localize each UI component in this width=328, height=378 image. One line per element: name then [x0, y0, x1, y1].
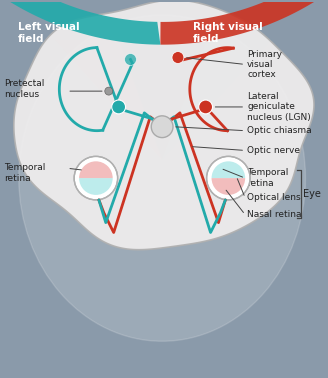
Circle shape [125, 54, 136, 65]
Text: Left visual
field: Left visual field [18, 22, 79, 43]
Text: Right visual
field: Right visual field [193, 22, 262, 43]
Text: Optic nerve: Optic nerve [247, 146, 300, 155]
Circle shape [207, 156, 250, 200]
Text: Temporal
retina: Temporal retina [247, 169, 289, 188]
Circle shape [151, 116, 173, 138]
Polygon shape [0, 0, 160, 45]
Wedge shape [79, 161, 113, 178]
Polygon shape [54, 40, 208, 160]
Polygon shape [14, 0, 314, 250]
Text: Eye: Eye [302, 189, 320, 199]
Circle shape [172, 51, 184, 64]
Polygon shape [119, 40, 272, 160]
Text: Primary
visual
cortex: Primary visual cortex [247, 50, 282, 79]
Text: Optic chiasma: Optic chiasma [247, 126, 312, 135]
Text: Optical lens: Optical lens [247, 194, 301, 202]
Text: Lateral
geniculate
nucleus (LGN): Lateral geniculate nucleus (LGN) [247, 92, 311, 122]
Text: Nasal retina: Nasal retina [247, 210, 302, 219]
Wedge shape [79, 178, 113, 195]
Polygon shape [160, 0, 328, 45]
Wedge shape [212, 178, 245, 195]
Circle shape [74, 156, 118, 200]
Text: Pretectal
nucleus: Pretectal nucleus [4, 79, 44, 99]
Wedge shape [212, 161, 245, 178]
Circle shape [199, 100, 213, 114]
Ellipse shape [19, 15, 305, 341]
Circle shape [112, 100, 126, 114]
Text: Temporal
retina: Temporal retina [4, 163, 45, 183]
Circle shape [105, 87, 113, 95]
